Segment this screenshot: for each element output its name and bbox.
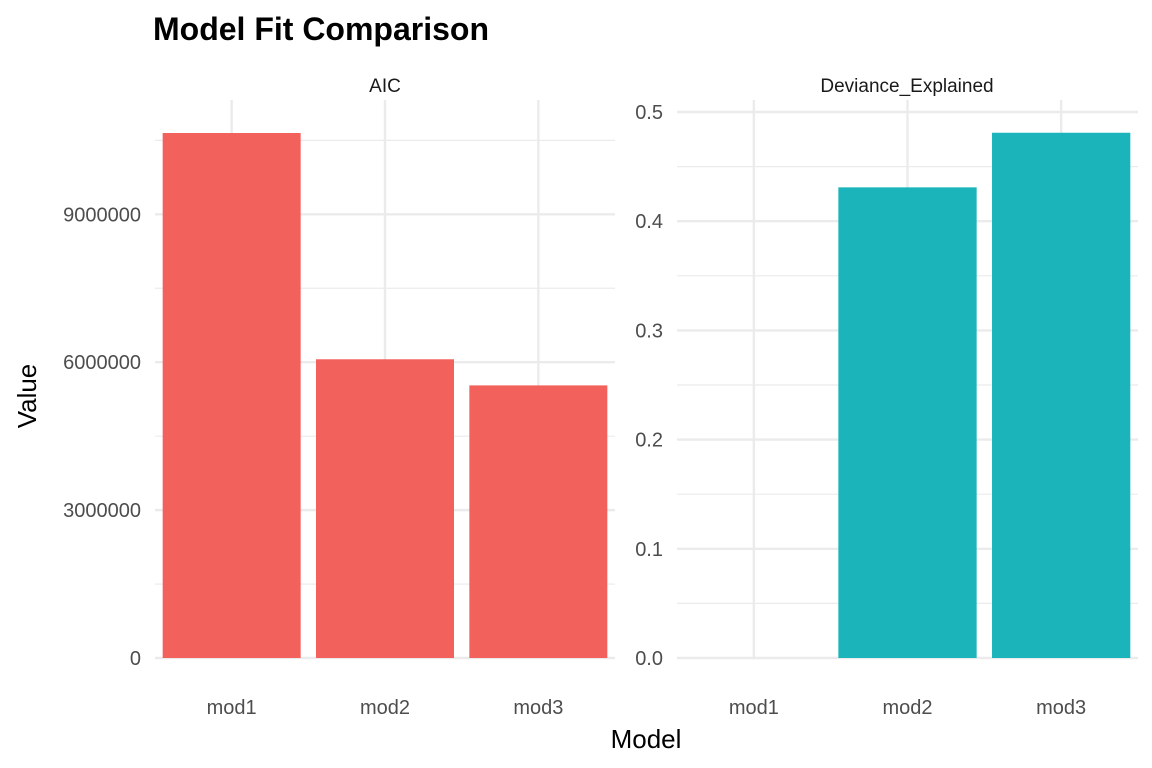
aic-bars (162, 133, 608, 658)
deviance-bars (838, 132, 1131, 659)
aic-x-tick-labels: mod1 mod2 mod3 (207, 697, 564, 719)
x-tick-label: mod3 (1036, 697, 1086, 719)
facet-strip-label-deviance-explained: Deviance_Explained (820, 76, 993, 97)
bar-aic-mod3 (469, 385, 608, 658)
deviance-y-tick-labels: 0.0 0.1 0.2 0.3 0.4 0.5 (635, 102, 663, 670)
y-tick-label: 6000000 (63, 352, 141, 374)
bar-deviance-explained-mod2 (838, 187, 977, 658)
y-tick-label: 3000000 (63, 500, 141, 522)
bar-deviance-explained-mod3 (992, 132, 1131, 659)
x-tick-label: mod2 (360, 697, 410, 719)
facet-aic: AIC 0 3000000 6000000 9000000 mod1 mod2 mod3 (63, 76, 615, 719)
x-tick-label: mod2 (882, 697, 932, 719)
x-tick-label: mod1 (729, 697, 779, 719)
y-tick-label: 0 (130, 648, 141, 670)
facet-deviance-explained: Deviance_Explained 0.0 0.1 0.2 0.3 0.4 0.5 mo… (635, 76, 1138, 719)
bar-aic-mod1 (162, 133, 301, 658)
y-tick-label: 9000000 (63, 204, 141, 226)
y-tick-label: 0.5 (635, 102, 663, 124)
x-tick-label: mod1 (207, 697, 257, 719)
bar-aic-mod2 (316, 359, 454, 658)
x-axis-title: Model (611, 724, 682, 754)
y-tick-label: 0.1 (635, 539, 663, 561)
y-axis-title: Value (12, 364, 42, 429)
y-tick-label: 0.2 (635, 430, 663, 452)
deviance-x-tick-labels: mod1 mod2 mod3 (729, 697, 1086, 719)
y-tick-label: 0.3 (635, 320, 663, 342)
y-tick-label: 0.4 (635, 211, 663, 233)
chart-title: Model Fit Comparison (153, 11, 489, 47)
y-tick-label: 0.0 (635, 648, 663, 670)
aic-y-tick-labels: 0 3000000 6000000 9000000 (63, 204, 141, 670)
x-tick-label: mod3 (513, 697, 563, 719)
facet-strip-label-aic: AIC (369, 76, 401, 97)
